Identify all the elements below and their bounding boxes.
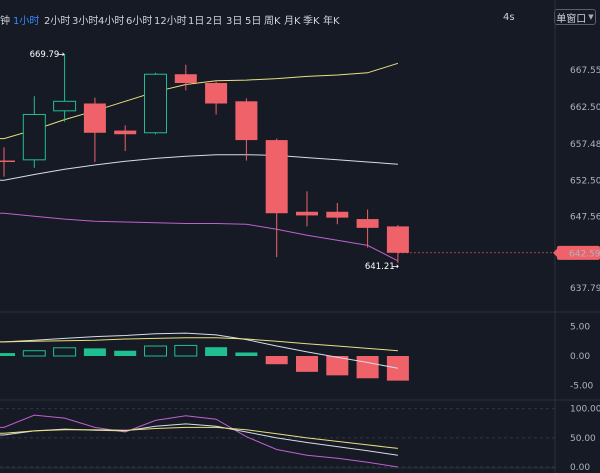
macd-histogram-bar: [144, 345, 167, 357]
price-tick-label: 652.50: [570, 176, 600, 186]
timeframe-tab[interactable]: 5日: [245, 16, 262, 27]
candle-body: [83, 103, 106, 133]
macd-histogram-bar: [356, 356, 379, 379]
low-price-annotation: 641.21: [365, 262, 395, 272]
candle-body: [114, 130, 137, 135]
macd-histogram-bar: [205, 347, 228, 356]
macd-line: [0, 332, 398, 369]
refresh-speed[interactable]: 4s: [503, 12, 515, 23]
price-tick-label: 662.50: [570, 103, 600, 113]
candle-body: [235, 101, 258, 141]
timeframe-tab[interactable]: 3日: [226, 16, 243, 27]
candle-body: [0, 160, 15, 163]
oscillator-tick-label: 0.00: [570, 463, 590, 473]
macd-histogram-bar: [174, 344, 198, 357]
price-tick-label: 647.56: [570, 212, 600, 222]
timeframe-tab[interactable]: 季K: [303, 16, 320, 27]
timeframe-tab[interactable]: 2日: [206, 16, 223, 27]
oscillator-line: [0, 423, 398, 456]
oscillator-tick-label: 100.00: [570, 405, 600, 415]
timeframe-tab[interactable]: 12小时: [154, 16, 187, 27]
macd-histogram-bar: [0, 353, 15, 356]
macd-tick-label: 5.00: [570, 323, 590, 333]
timeframe-toolbar: 钟 1小时 2小时 3小时 4小时 6小时 12小时 1日 2日 3日 5日 周K 月K 季K 年K 4s …: [0, 0, 600, 34]
timeframe-tab[interactable]: 2小时: [44, 16, 71, 27]
price-tick-label: 657.48: [570, 140, 600, 150]
oscillator-line: [0, 414, 398, 468]
macd-tick-label: 0.00: [570, 352, 590, 362]
oscillator-line: [0, 426, 398, 449]
moving-average-line: [0, 212, 399, 262]
candle-body: [144, 73, 167, 134]
macd-histogram-bar: [53, 347, 77, 357]
timeframe-tab[interactable]: 钟: [0, 16, 10, 27]
timeframe-tab[interactable]: 周K: [264, 16, 281, 27]
chevron-down-icon: ▼: [588, 13, 594, 21]
current-price-label: 642.59: [569, 249, 600, 259]
timeframe-tab[interactable]: 年K: [323, 16, 340, 27]
candle-body: [205, 83, 228, 104]
timeframe-tab[interactable]: 3小时: [72, 16, 99, 27]
macd-histogram-bar: [386, 356, 409, 381]
window-mode-label: 单窗口: [556, 13, 587, 25]
macd-tick-label: -5.00: [570, 381, 594, 391]
candle-body: [53, 100, 77, 112]
timeframe-tab[interactable]: 6小时: [126, 16, 153, 27]
macd-histogram-bar: [235, 352, 258, 356]
macd-histogram-bar: [22, 350, 46, 357]
macd-histogram-bar: [114, 350, 137, 356]
macd-histogram-bar: [265, 356, 288, 365]
timeframe-tab[interactable]: 月K: [284, 16, 301, 27]
current-price-tag: [557, 245, 600, 260]
candle-body: [265, 140, 288, 214]
high-price-annotation: 669.79: [30, 50, 60, 60]
candle-body: [386, 226, 409, 253]
candle-body: [326, 211, 349, 218]
candle-body: [22, 113, 46, 161]
candle-body: [174, 74, 197, 84]
candle-body: [356, 219, 379, 228]
macd-line: [0, 337, 398, 352]
timeframe-tab[interactable]: 1日: [188, 16, 205, 27]
moving-average-line: [0, 154, 398, 181]
arrow-right-icon: →: [58, 50, 65, 60]
macd-histogram-bar: [296, 356, 318, 372]
current-price-tag-pointer: [553, 248, 557, 257]
timeframe-tab[interactable]: 1小时: [13, 16, 40, 27]
macd-histogram-bar: [326, 356, 349, 376]
candle-body: [296, 211, 318, 216]
price-tick-label: 637.79: [570, 284, 600, 294]
macd-histogram-bar: [83, 348, 106, 356]
price-tick-label: 667.55: [570, 66, 600, 76]
oscillator-tick-label: 50.00: [570, 434, 596, 444]
arrow-right-icon: →: [392, 262, 399, 272]
timeframe-tab[interactable]: 4小时: [98, 16, 125, 27]
